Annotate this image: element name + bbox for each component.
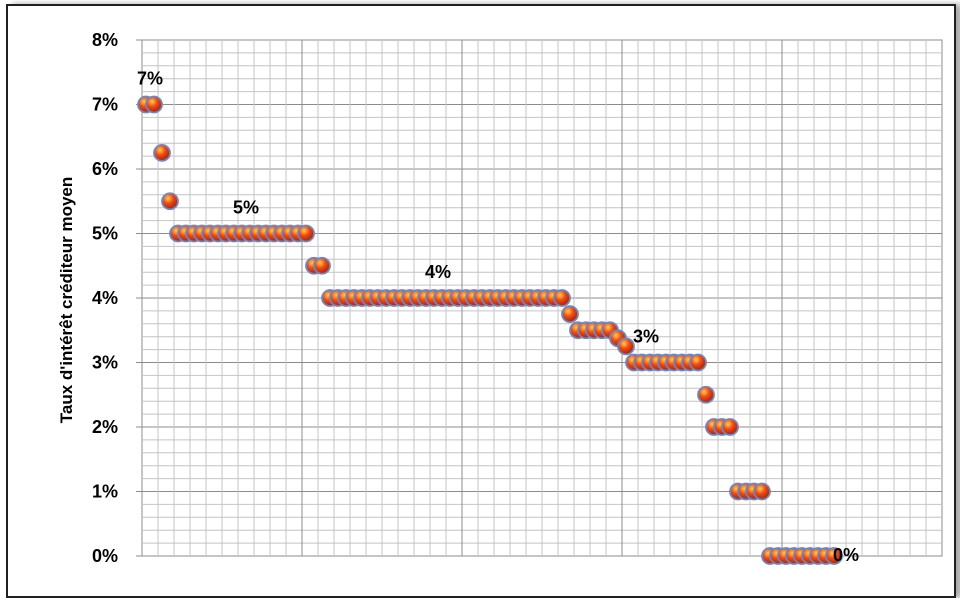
y-tick-label: 3% bbox=[92, 353, 118, 373]
data-point bbox=[553, 289, 571, 307]
data-point bbox=[297, 224, 315, 243]
data-point bbox=[721, 418, 739, 436]
value-annotation: 0% bbox=[833, 545, 859, 565]
y-tick-label: 4% bbox=[92, 288, 118, 308]
y-axis-label: Taux d'intérêt créditeur moyen bbox=[57, 177, 76, 424]
y-tick-label: 8% bbox=[92, 30, 118, 50]
data-point bbox=[753, 482, 771, 501]
y-tick-label: 7% bbox=[92, 95, 118, 115]
y-axis-ticks: 0% 1% 2% 3% 4% 5% 6% 7% 8% bbox=[92, 30, 142, 566]
data-point bbox=[825, 547, 843, 565]
data-point bbox=[561, 305, 579, 324]
data-point bbox=[145, 95, 163, 114]
y-tick-label: 6% bbox=[92, 159, 118, 179]
y-tick-label: 0% bbox=[92, 546, 118, 566]
value-annotation: 7% bbox=[137, 69, 163, 89]
data-point bbox=[153, 143, 171, 162]
data-point bbox=[161, 192, 179, 211]
data-point bbox=[617, 337, 635, 356]
data-point bbox=[689, 353, 707, 372]
y-tick-label: 1% bbox=[92, 482, 118, 502]
data-point bbox=[313, 256, 331, 275]
value-annotations: 7% 5% 4% 3% 0% bbox=[137, 69, 859, 566]
y-tick-label: 2% bbox=[92, 417, 118, 437]
data-point bbox=[697, 385, 715, 404]
y-tick-label: 5% bbox=[92, 224, 118, 244]
value-annotation: 5% bbox=[233, 198, 259, 218]
value-annotation: 3% bbox=[633, 327, 659, 347]
value-annotation: 4% bbox=[425, 262, 451, 282]
data-points bbox=[137, 95, 843, 565]
scatter-chart: 0% 1% 2% 3% 4% 5% 6% 7% 8% 7% 5% 4% 3% 0% Taux d'int… bbox=[57, 30, 943, 566]
